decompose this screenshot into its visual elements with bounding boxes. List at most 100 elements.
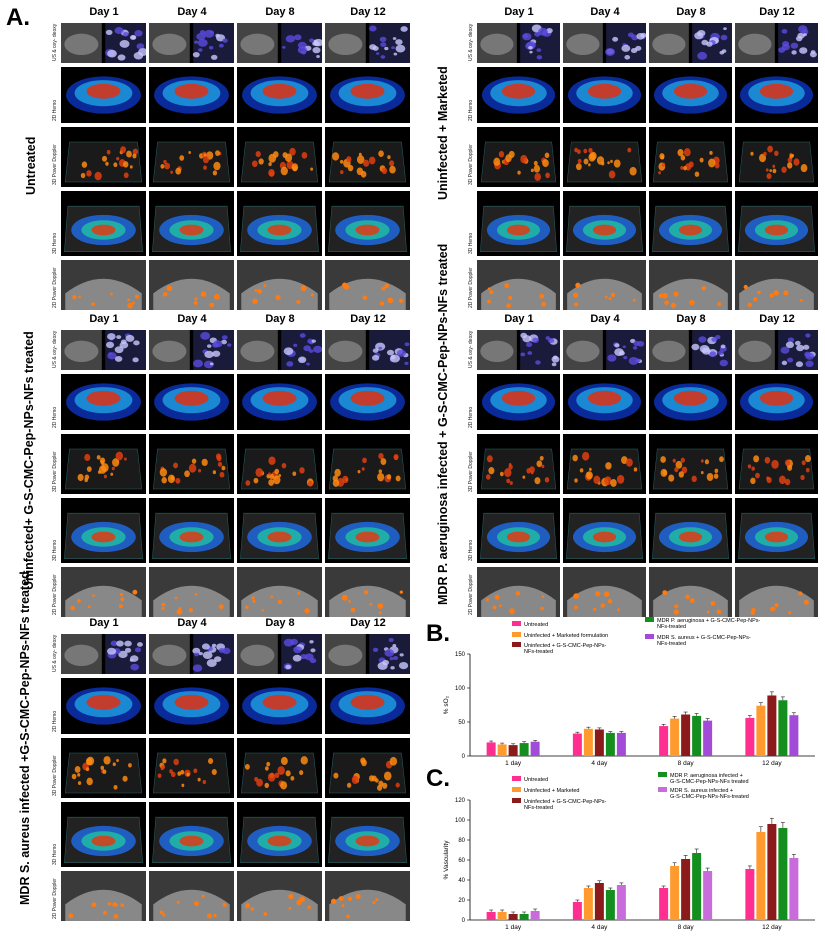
image-grid: Day 1 Day 4 Day 8 Day 12 US & oxy- deoxy 2D H… bbox=[52, 6, 412, 310]
day-label: Day 12 bbox=[350, 617, 386, 629]
ultrasound-image bbox=[149, 567, 234, 617]
ultrasound-image bbox=[149, 67, 234, 123]
ultrasound-image bbox=[237, 678, 322, 734]
legend-swatch bbox=[512, 787, 521, 792]
chart-b: Untreated Uninfected + Marketed formulati… bbox=[430, 612, 825, 770]
panel-a-label: A. bbox=[6, 4, 30, 31]
ultrasound-image bbox=[563, 67, 646, 123]
ultrasound-image bbox=[563, 191, 646, 256]
ultrasound-image bbox=[325, 127, 410, 187]
bar bbox=[616, 732, 626, 756]
ultrasound-image bbox=[735, 498, 818, 563]
day-label: Day 1 bbox=[89, 313, 119, 325]
row-label: 2D Hemo bbox=[468, 99, 474, 121]
row-label: US & oxy- deoxy bbox=[52, 330, 58, 368]
ultrasound-image bbox=[477, 374, 560, 430]
x-tick-label: 1 day bbox=[505, 760, 522, 767]
legend-entry: NFs-treated bbox=[524, 805, 553, 811]
legend-entry: MDR P. aeruginosa infected + bbox=[670, 773, 743, 779]
legend-swatch bbox=[512, 621, 521, 626]
ultrasound-image bbox=[61, 67, 146, 123]
ultrasound-image bbox=[149, 738, 234, 798]
legend-entry: MDR S. aureus infected + bbox=[670, 788, 733, 794]
legend-swatch bbox=[658, 787, 667, 792]
chart-b-svg: Untreated Uninfected + Marketed formulati… bbox=[443, 617, 815, 767]
group-label: MDR S. aureus infected +G-S-CMC-Pep-NPs-… bbox=[18, 571, 32, 905]
bar bbox=[789, 715, 799, 756]
ultrasound-image bbox=[649, 434, 732, 494]
panel-b-label: B. bbox=[426, 620, 450, 647]
ultrasound-image bbox=[649, 23, 732, 63]
row-label: 3D Power Doppler bbox=[468, 451, 474, 492]
ultrasound-image bbox=[325, 374, 410, 430]
image-grid: Day 1 Day 4 Day 8 Day 12 US & oxy- deoxy 2D H… bbox=[468, 6, 820, 310]
ultrasound-image bbox=[149, 23, 234, 63]
row-label: 3D Hemo bbox=[468, 232, 474, 254]
row-label: 3D Hemo bbox=[52, 843, 58, 865]
legend-swatch bbox=[645, 617, 654, 622]
bar bbox=[670, 866, 680, 920]
ultrasound-image bbox=[735, 330, 818, 370]
bar bbox=[789, 858, 799, 920]
legend-entry: Uninfected + Marketed bbox=[524, 788, 580, 794]
row-label: 2D Hemo bbox=[468, 406, 474, 428]
ultrasound-image bbox=[649, 374, 732, 430]
chart-c: Untreated Uninfected + Marketed Uninfected… bbox=[430, 768, 825, 933]
bar bbox=[486, 912, 496, 920]
day-label: Day 4 bbox=[177, 6, 207, 18]
bar bbox=[681, 714, 691, 756]
ultrasound-image bbox=[325, 67, 410, 123]
ultrasound-image bbox=[325, 330, 410, 370]
ultrasound-image bbox=[237, 634, 322, 674]
legend-entry: Uninfected + Marketed formulation bbox=[524, 633, 608, 639]
ultrasound-image bbox=[149, 634, 234, 674]
ultrasound-image bbox=[649, 191, 732, 256]
ultrasound-image bbox=[477, 127, 560, 187]
ultrasound-image bbox=[61, 567, 146, 617]
image-grid: Day 1 Day 4 Day 8 Day 12 US & oxy- deoxy 2D H… bbox=[468, 313, 820, 617]
legend-swatch bbox=[512, 798, 521, 803]
bar bbox=[681, 859, 691, 920]
x-tick-label: 1 day bbox=[505, 924, 522, 931]
ultrasound-image bbox=[149, 260, 234, 310]
bar bbox=[497, 912, 507, 920]
bar bbox=[778, 828, 788, 920]
ultrasound-image bbox=[61, 871, 146, 921]
ultrasound-image bbox=[735, 260, 818, 310]
bar bbox=[497, 744, 507, 756]
row-label: 3D Hemo bbox=[52, 539, 58, 561]
ultrasound-image bbox=[325, 802, 410, 867]
ultrasound-image bbox=[237, 330, 322, 370]
ultrasound-image bbox=[61, 23, 146, 63]
y-tick-label: 50 bbox=[458, 720, 465, 726]
x-tick-label: 4 day bbox=[591, 924, 608, 931]
row-label: 2D Power Doppler bbox=[52, 267, 58, 308]
y-tick-label: 80 bbox=[458, 838, 465, 844]
ultrasound-image bbox=[237, 191, 322, 256]
legend-entry: Uninfected + G-S-CMC-Pep-NPs- bbox=[524, 799, 607, 805]
legend-swatch bbox=[658, 772, 667, 777]
bar bbox=[594, 883, 604, 920]
row-label: 3D Power Doppler bbox=[52, 451, 58, 492]
bar bbox=[778, 700, 788, 756]
ultrasound-image bbox=[149, 498, 234, 563]
y-tick-label: 60 bbox=[458, 858, 465, 864]
bar bbox=[594, 729, 604, 756]
legend-entry: G-S-CMC-Pep-NPs-NFs treated bbox=[670, 779, 749, 785]
ultrasound-image bbox=[149, 127, 234, 187]
row-label: US & oxy- deoxy bbox=[52, 23, 58, 61]
legend-entry: NFs-treated bbox=[657, 641, 686, 647]
ultrasound-image bbox=[237, 738, 322, 798]
row-label: 2D Power Doppler bbox=[468, 574, 474, 615]
ultrasound-image bbox=[325, 678, 410, 734]
bar bbox=[692, 715, 702, 756]
image-grid: Day 1 Day 4 Day 8 Day 12 US & oxy- deoxy 2D H… bbox=[52, 617, 412, 921]
y-axis-label: % Vascularity bbox=[443, 840, 450, 880]
bar bbox=[745, 717, 755, 756]
ultrasound-image bbox=[477, 498, 560, 563]
legend-swatch bbox=[645, 634, 654, 639]
ultrasound-image bbox=[61, 330, 146, 370]
ultrasound-image bbox=[649, 330, 732, 370]
bar bbox=[659, 726, 669, 756]
bar bbox=[530, 911, 540, 920]
